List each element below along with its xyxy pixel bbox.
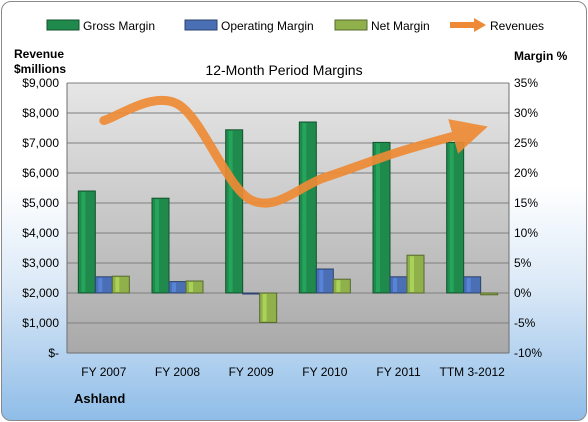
- right-tick-label: 30%: [514, 106, 538, 120]
- bar-highlight: [376, 143, 380, 292]
- bar-highlight: [336, 280, 341, 292]
- legend-swatch-net-margin: [334, 19, 368, 31]
- bar-operating-margin: [463, 276, 482, 294]
- bar-operating-margin: [242, 292, 261, 295]
- left-tick-label: $5,000: [22, 196, 59, 210]
- bar-gross-margin: [298, 121, 317, 294]
- bar-gross-margin: [77, 190, 96, 294]
- axes: $- $1,000 $2,000 $3,000 $4,000 $5,000 $6,000 $7…: [22, 76, 542, 379]
- plot-area: [67, 83, 509, 353]
- bar-operating-margin: [389, 276, 408, 294]
- bar-net-margin: [480, 292, 499, 296]
- company-name: Ashland: [74, 391, 125, 406]
- legend-arrow: [474, 18, 486, 32]
- bar-operating-margin: [168, 281, 187, 294]
- gridlines: [67, 82, 509, 324]
- right-tick-label: 35%: [514, 76, 538, 90]
- bar-highlight: [319, 270, 324, 292]
- category-label: FY 2010: [302, 365, 347, 379]
- bar-net-margin: [259, 292, 278, 323]
- bar-net-margin: [111, 275, 130, 294]
- bar-highlight: [81, 192, 86, 292]
- right-tick-label: 15%: [514, 196, 538, 210]
- category-label: FY 2007: [81, 365, 126, 379]
- left-axis-label-line-2: $millions: [14, 62, 66, 76]
- right-tick-label: 10%: [514, 226, 538, 240]
- left-tick-label: $7,000: [22, 136, 59, 150]
- bar-highlight: [393, 277, 397, 292]
- right-tick-label: 20%: [514, 166, 538, 180]
- bar-highlight: [449, 143, 454, 292]
- bar-net-margin: [332, 278, 351, 294]
- legend: Gross Margin Operating Margin Net Margin Re…: [46, 18, 544, 33]
- bar-series: [77, 121, 499, 323]
- legend-label: Revenues: [490, 19, 544, 33]
- bar-gross-margin: [446, 141, 465, 294]
- legend-label: Net Margin: [371, 19, 430, 33]
- legend-swatch-operating-margin: [184, 19, 218, 31]
- bar-highlight: [189, 282, 193, 292]
- category-label: FY 2008: [155, 365, 200, 379]
- right-tick-label: 0%: [514, 286, 532, 300]
- chart-title: 12-Month Period Margins: [205, 62, 362, 78]
- bar-net-margin: [185, 280, 204, 294]
- bar-operating-margin: [315, 268, 334, 294]
- bar-gross-margin: [151, 197, 170, 294]
- category-label: FY 2009: [229, 365, 274, 379]
- bar-gross-margin: [372, 141, 391, 294]
- right-tick-label: 5%: [514, 256, 532, 270]
- bar-highlight: [172, 282, 176, 292]
- left-tick-label: $4,000: [22, 226, 59, 240]
- bar-highlight: [98, 277, 103, 292]
- left-tick-label: $8,000: [22, 106, 59, 120]
- bar-highlight: [302, 123, 307, 292]
- legend-label: Gross Margin: [83, 19, 155, 33]
- category-label: TTM 3-2012: [439, 365, 505, 379]
- right-tick-label: -5%: [514, 316, 536, 330]
- right-axis-label: Margin %: [514, 49, 568, 63]
- bar-highlight: [115, 277, 120, 292]
- bar-highlight: [410, 256, 414, 292]
- revenue-line: [99, 95, 488, 208]
- bar-highlight: [228, 130, 233, 292]
- category-label: FY 2011: [376, 365, 421, 379]
- bar-highlight: [262, 294, 267, 322]
- left-tick-label: $2,000: [22, 286, 59, 300]
- bar-gross-margin: [225, 129, 244, 294]
- bar-operating-margin: [94, 276, 113, 294]
- left-axis-label-line-1: Revenue: [14, 47, 64, 61]
- bar-net-margin: [406, 254, 425, 294]
- revenues-line: [99, 95, 488, 208]
- bar-highlight: [466, 277, 471, 292]
- right-tick-label: -10%: [514, 346, 542, 360]
- left-tick-label: $3,000: [22, 256, 59, 270]
- legend-swatch-gross-margin: [46, 19, 80, 31]
- left-tick-label: $-: [48, 346, 59, 360]
- right-tick-label: 25%: [514, 136, 538, 150]
- left-tick-label: $1,000: [22, 316, 59, 330]
- bar-highlight: [155, 199, 159, 292]
- left-tick-label: $9,000: [22, 76, 59, 90]
- legend-label: Operating Margin: [221, 19, 314, 33]
- left-tick-label: $6,000: [22, 166, 59, 180]
